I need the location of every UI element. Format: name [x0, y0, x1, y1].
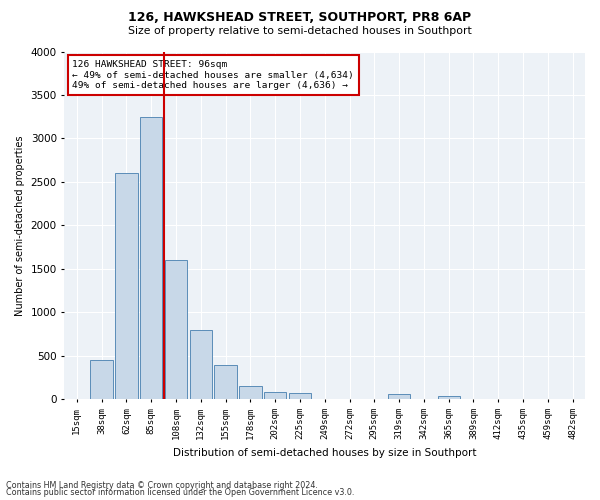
Bar	[115, 173, 137, 400]
Text: 126, HAWKSHEAD STREET, SOUTHPORT, PR8 6AP: 126, HAWKSHEAD STREET, SOUTHPORT, PR8 6A…	[128, 11, 472, 24]
Y-axis label: Number of semi-detached properties: Number of semi-detached properties	[15, 135, 25, 316]
Bar	[165, 260, 187, 400]
Bar	[289, 393, 311, 400]
Text: 126 HAWKSHEAD STREET: 96sqm
← 49% of semi-detached houses are smaller (4,634)
49: 126 HAWKSHEAD STREET: 96sqm ← 49% of sem…	[72, 60, 354, 90]
Bar	[437, 396, 460, 400]
Bar	[91, 360, 113, 400]
Bar	[190, 330, 212, 400]
Bar	[239, 386, 262, 400]
Bar	[388, 394, 410, 400]
Bar	[214, 366, 237, 400]
X-axis label: Distribution of semi-detached houses by size in Southport: Distribution of semi-detached houses by …	[173, 448, 476, 458]
Bar	[140, 116, 163, 400]
Text: Contains HM Land Registry data © Crown copyright and database right 2024.: Contains HM Land Registry data © Crown c…	[6, 480, 318, 490]
Bar	[264, 392, 286, 400]
Text: Size of property relative to semi-detached houses in Southport: Size of property relative to semi-detach…	[128, 26, 472, 36]
Text: Contains public sector information licensed under the Open Government Licence v3: Contains public sector information licen…	[6, 488, 355, 497]
